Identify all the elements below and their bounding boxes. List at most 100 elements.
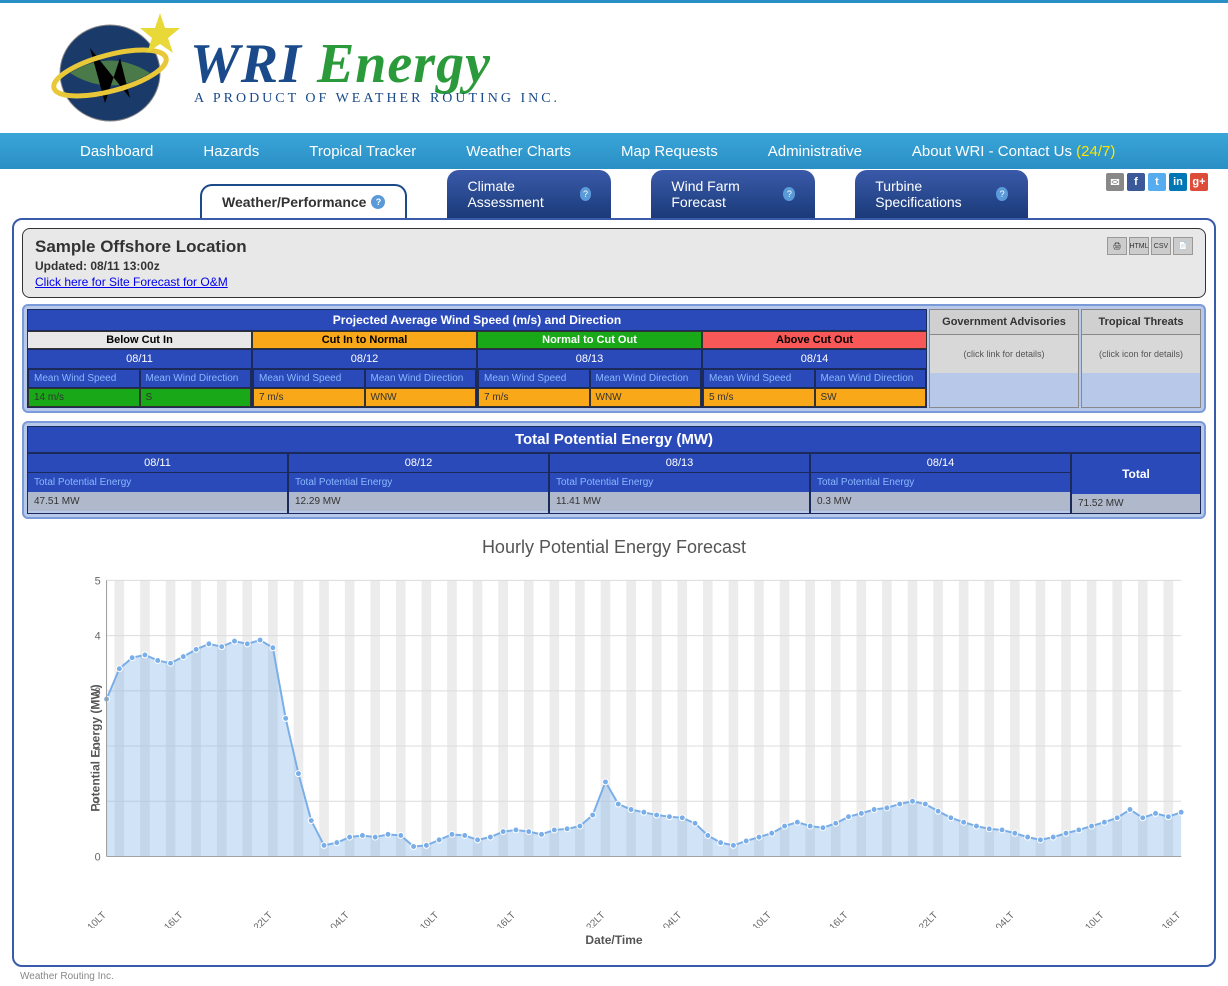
main-panel: Sample Offshore Location Updated: 08/11 … — [12, 218, 1216, 967]
chart-title: Hourly Potential Energy Forecast — [27, 537, 1201, 558]
energy-label: Total Potential Energy — [289, 472, 548, 492]
nav-hazards[interactable]: Hazards — [203, 143, 259, 160]
logo-subtitle: A PRODUCT OF WEATHER ROUTING INC. — [194, 91, 560, 107]
wind-dir-value: S — [140, 388, 252, 407]
location-title: Sample Offshore Location — [35, 237, 247, 257]
file-icon[interactable]: 📄 — [1173, 237, 1193, 255]
wind-speed-value: 7 m/s — [253, 388, 365, 407]
wind-dir-value: WNW — [365, 388, 477, 407]
day-date: 08/13 — [478, 350, 701, 369]
gplus-icon[interactable]: g+ — [1190, 173, 1208, 191]
tab-weather-performance[interactable]: Weather/Performance? — [200, 184, 407, 218]
wind-speed-value: 14 m/s — [28, 388, 140, 407]
tab-wind-farm-forecast[interactable]: Wind Farm Forecast? — [651, 170, 815, 218]
svg-text:08/12 10LT: 08/12 10LT — [399, 910, 441, 928]
nav-weather-charts[interactable]: Weather Charts — [466, 143, 571, 160]
forecast-link[interactable]: Click here for Site Forecast for O&M — [35, 275, 228, 289]
energy-section: Total Potential Energy (MW) 08/11Total P… — [22, 421, 1206, 519]
legend-below-cut-in: Below Cut In — [27, 331, 252, 349]
nav-administrative[interactable]: Administrative — [768, 143, 862, 160]
svg-text:08/11 16LT: 08/11 16LT — [143, 910, 185, 928]
mean-dir-label: Mean Wind Direction — [590, 369, 702, 388]
energy-total-label: Total — [1072, 454, 1200, 494]
twitter-icon[interactable]: t — [1148, 173, 1166, 191]
svg-text:08/12 16LT: 08/12 16LT — [476, 910, 518, 928]
day-date: 08/14 — [703, 350, 926, 369]
day-date: 08/11 — [28, 350, 251, 369]
svg-text:0: 0 — [95, 851, 101, 863]
csv-icon[interactable]: CSV — [1151, 237, 1171, 255]
mean-speed-label: Mean Wind Speed — [253, 369, 365, 388]
export-icons: 🖨HTMLCSV📄 — [1107, 237, 1193, 255]
legend-above-cut-out: Above Cut Out — [702, 331, 927, 349]
threats-col[interactable]: Tropical Threats (click icon for details… — [1081, 309, 1201, 408]
svg-text:08/13 10LT: 08/13 10LT — [731, 910, 773, 928]
chart-area: Hourly Potential Energy Forecast Potenti… — [22, 527, 1206, 957]
wind-dir-value: SW — [815, 388, 927, 407]
mail-icon[interactable]: ✉ — [1106, 173, 1124, 191]
help-icon[interactable]: ? — [996, 187, 1008, 201]
energy-header: Total Potential Energy (MW) — [27, 426, 1201, 453]
svg-text:08/14 16LT: 08/14 16LT — [1141, 910, 1183, 928]
facebook-icon[interactable]: f — [1127, 173, 1145, 191]
svg-text:08/11 10LT: 08/11 10LT — [77, 910, 109, 928]
energy-date: 08/11 — [28, 454, 287, 472]
svg-text:08/11 22LT: 08/11 22LT — [233, 910, 275, 928]
advisories-col[interactable]: Government Advisories (click link for de… — [929, 309, 1079, 408]
updated-text: Updated: 08/11 13:00z — [35, 259, 247, 273]
energy-date: 08/13 — [550, 454, 809, 472]
day-date: 08/12 — [253, 350, 476, 369]
mean-speed-label: Mean Wind Speed — [703, 369, 815, 388]
info-box: Sample Offshore Location Updated: 08/11 … — [22, 228, 1206, 298]
legend-cut-in-to-normal: Cut In to Normal — [252, 331, 477, 349]
wind-section: Projected Average Wind Speed (m/s) and D… — [22, 304, 1206, 413]
energy-total-col: Total71.52 MW — [1071, 453, 1201, 514]
energy-date: 08/14 — [811, 454, 1070, 472]
energy-day-col: 08/12Total Potential Energy12.29 MW — [288, 453, 549, 514]
html-icon[interactable]: HTML — [1129, 237, 1149, 255]
energy-value: 12.29 MW — [289, 492, 548, 511]
mean-dir-label: Mean Wind Direction — [365, 369, 477, 388]
mean-speed-label: Mean Wind Speed — [478, 369, 590, 388]
svg-text:4: 4 — [95, 631, 101, 643]
threats-body: (click icon for details) — [1082, 335, 1200, 373]
tab-turbine-specifications[interactable]: Turbine Specifications? — [855, 170, 1028, 218]
nav-dashboard[interactable]: Dashboard — [80, 143, 153, 160]
threats-header: Tropical Threats — [1082, 310, 1200, 335]
energy-total-value: 71.52 MW — [1072, 494, 1200, 513]
svg-text:08/13 22LT: 08/13 22LT — [898, 910, 940, 928]
nav-tropical-tracker[interactable]: Tropical Tracker — [309, 143, 416, 160]
energy-day-col: 08/13Total Potential Energy11.41 MW — [549, 453, 810, 514]
wind-day-col: 08/14Mean Wind SpeedMean Wind Direction5… — [702, 349, 927, 408]
linkedin-icon[interactable]: in — [1169, 173, 1187, 191]
help-icon[interactable]: ? — [371, 195, 385, 209]
wind-day-col: 08/12Mean Wind SpeedMean Wind Direction7… — [252, 349, 477, 408]
energy-value: 0.3 MW — [811, 492, 1070, 511]
line-chart: 01234508/11 10LT08/11 16LT08/11 22LT08/1… — [77, 568, 1191, 928]
svg-text:08/14 10LT: 08/14 10LT — [1064, 910, 1106, 928]
energy-date: 08/12 — [289, 454, 548, 472]
energy-day-col: 08/14Total Potential Energy0.3 MW — [810, 453, 1071, 514]
svg-text:08/13 16LT: 08/13 16LT — [808, 910, 850, 928]
energy-value: 47.51 MW — [28, 492, 287, 511]
navbar: Dashboard Hazards Tropical Tracker Weather … — [0, 133, 1228, 169]
wind-speed-value: 5 m/s — [703, 388, 815, 407]
svg-text:08/13 04LT: 08/13 04LT — [642, 910, 684, 928]
help-icon[interactable]: ? — [783, 187, 795, 201]
energy-label: Total Potential Energy — [550, 472, 809, 492]
tab-climate-assessment[interactable]: Climate Assessment? — [447, 170, 611, 218]
mean-dir-label: Mean Wind Direction — [140, 369, 252, 388]
wind-header: Projected Average Wind Speed (m/s) and D… — [27, 309, 927, 331]
svg-text:08/14 04LT: 08/14 04LT — [974, 910, 1016, 928]
nav-about[interactable]: About WRI - Contact Us (24/7) — [912, 143, 1115, 160]
energy-label: Total Potential Energy — [28, 472, 287, 492]
advisories-header: Government Advisories — [930, 310, 1078, 335]
svg-text:08/12 22LT: 08/12 22LT — [565, 910, 607, 928]
help-icon[interactable]: ? — [580, 187, 592, 201]
footer-text: Weather Routing Inc. — [0, 967, 1228, 986]
header: WRI Energy A PRODUCT OF WEATHER ROUTING … — [0, 3, 1228, 133]
print-icon[interactable]: 🖨 — [1107, 237, 1127, 255]
nav-map-requests[interactable]: Map Requests — [621, 143, 718, 160]
tab-row: Weather/Performance? Climate Assessment? W… — [0, 170, 1228, 218]
mean-dir-label: Mean Wind Direction — [815, 369, 927, 388]
